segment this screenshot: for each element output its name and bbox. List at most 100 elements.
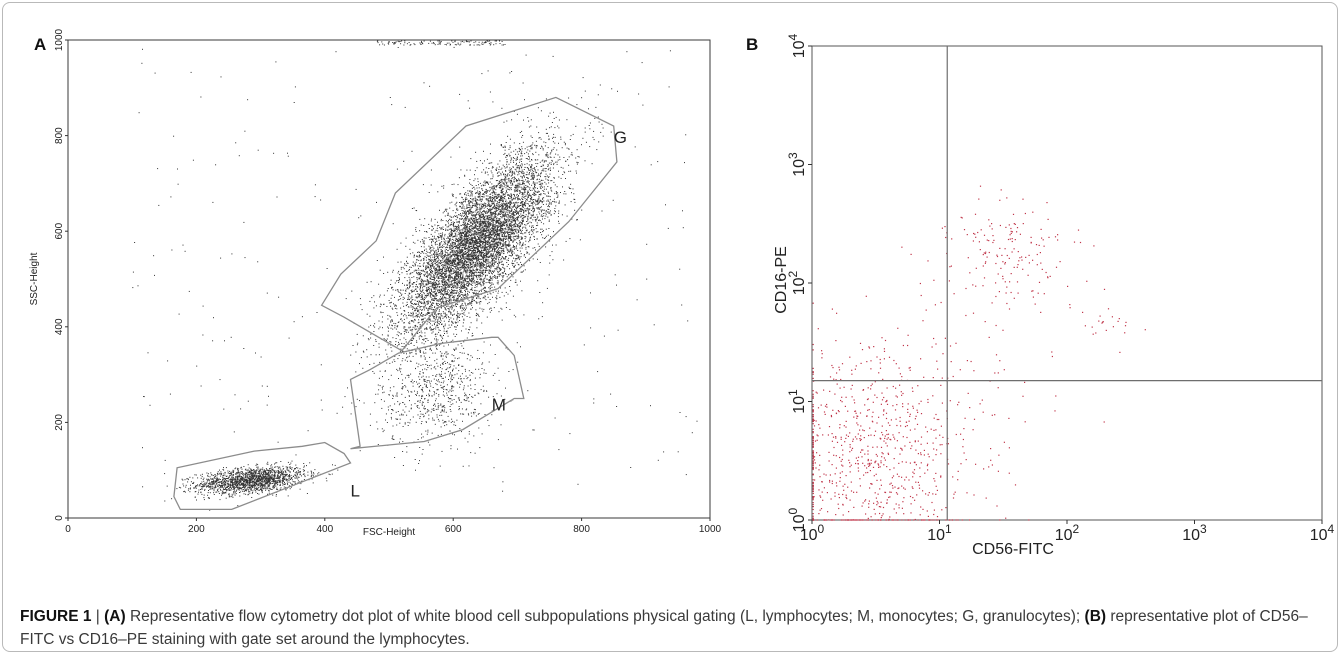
scatter-point: [455, 347, 457, 349]
scatter-point: [539, 207, 541, 209]
scatter-point: [283, 468, 285, 470]
scatter-point: [258, 483, 260, 485]
scatter-point: [504, 398, 506, 400]
scatter-point: [530, 146, 532, 148]
scatter-point: [510, 229, 512, 230]
scatter-point: [436, 348, 437, 350]
scatter-point: [494, 212, 496, 214]
scatter-point: [414, 319, 416, 321]
scatter-point: [439, 316, 441, 318]
scatter-point: [230, 471, 232, 473]
scatter-point: [548, 179, 550, 181]
scatter-point: [241, 489, 243, 491]
scatter-point: [261, 478, 263, 480]
scatter-point: [254, 483, 256, 485]
scatter-point: [451, 388, 453, 390]
scatter-point: [456, 271, 458, 273]
scatter-point: [531, 196, 533, 198]
scatter-point: [469, 205, 471, 207]
scatter-point: [418, 407, 420, 409]
scatter-point: [548, 203, 550, 205]
scatter-point: [463, 246, 465, 248]
scatter-point: [232, 474, 234, 476]
scatter-point: [496, 201, 498, 203]
scatter-point: [456, 381, 458, 383]
scatter-point: [255, 489, 257, 490]
scatter-point: [545, 178, 547, 180]
scatter-point: [226, 480, 228, 481]
scatter-point: [277, 480, 279, 482]
scatter-point: [503, 271, 505, 272]
scatter-point: [226, 489, 228, 491]
scatter-point: [286, 482, 288, 484]
scatter-point: [207, 478, 209, 480]
scatter-point: [482, 279, 484, 281]
scatter-point: [449, 248, 451, 250]
scatter-point: [505, 237, 507, 239]
scatter-point: [502, 225, 504, 227]
scatter-point: [419, 401, 421, 403]
scatter-point: [227, 482, 229, 484]
scatter-point: [411, 296, 413, 298]
scatter-point: [425, 363, 427, 365]
scatter-point: [416, 290, 418, 292]
scatter-point: [473, 411, 474, 413]
scatter-point: [452, 322, 454, 324]
scatter-point: [246, 469, 248, 471]
scatter-point: [222, 469, 224, 470]
scatter-point: [419, 287, 421, 289]
scatter-point: [211, 480, 213, 482]
scatter-point: [278, 472, 280, 474]
scatter-point: [501, 263, 503, 265]
scatter-point: [478, 253, 480, 255]
scatter-point: [404, 385, 406, 386]
scatter-point: [259, 473, 261, 475]
scatter-point: [491, 279, 493, 281]
scatter-point: [455, 367, 457, 369]
scatter-point: [240, 482, 242, 484]
scatter-point: [438, 289, 440, 291]
scatter-point: [524, 238, 526, 240]
scatter-point: [436, 304, 438, 306]
scatter-point: [461, 276, 463, 278]
scatter-point: [417, 314, 419, 315]
scatter-point: [424, 231, 426, 232]
scatter-point: [296, 473, 298, 475]
scatter-point: [221, 494, 222, 496]
scatter-point: [398, 299, 400, 300]
scatter-point: [425, 284, 427, 286]
scatter-point: [487, 174, 489, 176]
scatter-point: [267, 477, 269, 479]
scatter-point: [235, 476, 237, 478]
scatter-point: [441, 235, 443, 236]
scatter-point: [449, 430, 451, 432]
scatter-point: [481, 188, 483, 190]
scatter-point: [252, 484, 254, 486]
scatter-point: [510, 196, 512, 198]
scatter-point: [450, 377, 452, 379]
scatter-point: [434, 338, 435, 340]
scatter-point: [496, 255, 498, 257]
scatter-point: [260, 479, 262, 481]
scatter-point: [418, 376, 420, 378]
scatter-point: [215, 486, 217, 488]
scatter-point: [544, 160, 545, 162]
scatter-point: [526, 251, 528, 253]
scatter-point: [234, 494, 236, 496]
scatter-point: [427, 399, 429, 401]
scatter-point: [522, 243, 524, 245]
scatter-point: [470, 308, 472, 310]
scatter-point: [278, 477, 280, 479]
scatter-point: [510, 202, 512, 204]
scatter-point: [469, 195, 471, 197]
scatter-point: [480, 403, 482, 405]
scatter-point: [205, 483, 207, 485]
scatter-point: [506, 161, 508, 162]
scatter-point: [242, 485, 244, 486]
scatter-point: [527, 190, 529, 192]
scatter-point: [483, 287, 485, 289]
scatter-point: [489, 275, 491, 277]
scatter-point: [396, 393, 398, 395]
scatter-point: [445, 351, 447, 353]
scatter-point: [421, 394, 423, 396]
